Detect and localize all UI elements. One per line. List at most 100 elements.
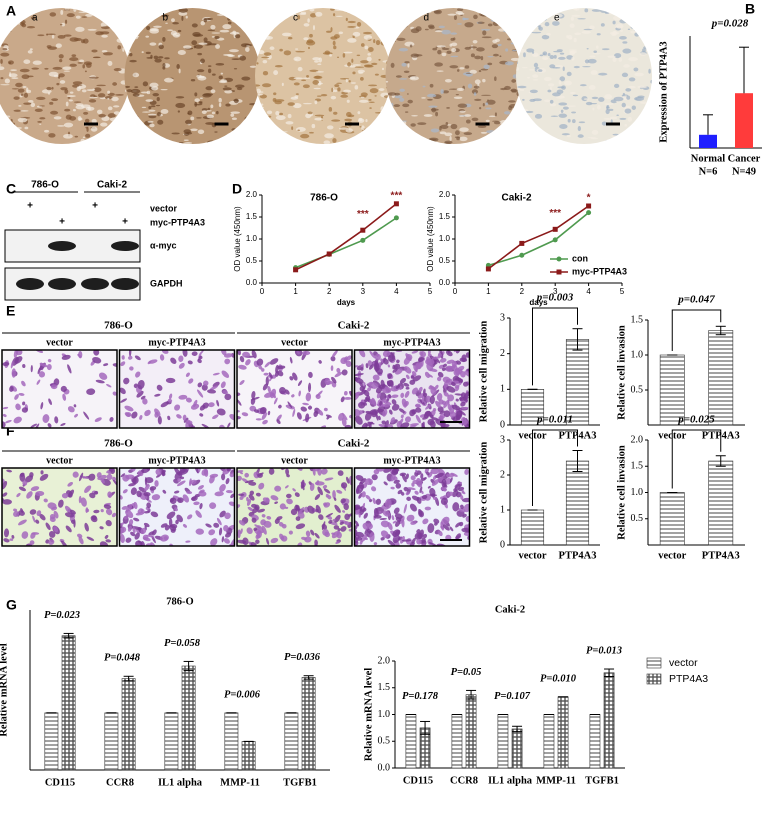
tissue-speck [426, 93, 437, 98]
tissue-speck [85, 62, 92, 68]
tissue-speck [360, 43, 365, 47]
y-tick-label: 1.0 [246, 234, 258, 243]
cell [411, 409, 417, 415]
tissue-speck [97, 93, 106, 98]
cell [108, 471, 112, 475]
x-tick-label: vector [519, 550, 547, 561]
cell [222, 390, 228, 395]
cell [455, 416, 461, 421]
marker [293, 267, 299, 273]
panel-label: B [745, 1, 755, 17]
tissue-speck [457, 103, 468, 108]
tissue-speck [263, 121, 272, 125]
cell [186, 490, 193, 495]
tissue-speck [69, 63, 77, 67]
tissue-speck [51, 86, 54, 90]
tissue-speck [571, 14, 581, 17]
tissue-speck [184, 142, 193, 144]
cell [216, 408, 226, 416]
tissue-speck [379, 137, 385, 139]
cell [404, 416, 411, 423]
tissue-speck [107, 113, 116, 118]
cell [183, 417, 189, 423]
tissue-speck [162, 66, 166, 70]
x-tick-label: 3 [553, 287, 558, 296]
tissue-speck [378, 139, 387, 144]
tissue-speck [222, 24, 232, 30]
tissue-speck [440, 89, 444, 94]
tissue-speck [314, 100, 318, 105]
tissue-speck [543, 138, 554, 144]
tissue-speck [20, 110, 29, 112]
tissue-speck [615, 23, 624, 29]
tissue-speck [585, 101, 593, 106]
cell [391, 515, 395, 521]
bar [405, 714, 417, 769]
cell [441, 479, 447, 488]
tissue-speck [648, 68, 651, 74]
significance: *** [549, 208, 561, 219]
cell [238, 493, 245, 496]
cell [363, 382, 366, 387]
y-tick-label: 1.0 [631, 349, 644, 360]
p-value: p=0.028 [711, 18, 749, 30]
cell [216, 517, 222, 526]
tissue-speck [361, 125, 365, 131]
cell [296, 412, 302, 420]
tissue-core [255, 8, 391, 144]
cell [364, 412, 372, 421]
tissue-speck [568, 49, 578, 51]
tissue-speck [194, 92, 198, 97]
cell [178, 468, 189, 475]
tissue-speck [214, 35, 220, 40]
cell [321, 521, 326, 531]
cell [414, 490, 419, 495]
tissue-speck [223, 54, 232, 56]
cell [365, 363, 369, 369]
cell [99, 541, 109, 546]
tissue-speck [275, 110, 280, 116]
marker [552, 237, 558, 243]
cell [340, 482, 348, 489]
tissue-speck [293, 82, 300, 86]
cell [5, 419, 12, 424]
cell [438, 352, 442, 357]
tissue-speck [598, 97, 605, 102]
y-tick-label: 1.5 [631, 314, 644, 325]
legend-swatch [646, 673, 662, 685]
tissue-speck [223, 136, 229, 142]
cell [393, 479, 400, 484]
panel-label: E [6, 303, 15, 319]
tissue-speck [82, 136, 86, 139]
tissue-speck [149, 42, 157, 46]
lane-plus: + [122, 217, 128, 228]
tissue-speck [508, 114, 515, 119]
cell [174, 404, 181, 411]
tissue-speck [604, 103, 615, 105]
cell [360, 367, 364, 371]
y-tick-label: 2.0 [631, 434, 644, 445]
tissue-speck [385, 124, 393, 130]
cell [418, 357, 425, 363]
cell [400, 392, 405, 398]
cell [134, 355, 141, 361]
tissue-speck [136, 10, 144, 15]
tissue-speck [399, 137, 406, 141]
tissue-speck [306, 39, 314, 44]
tissue-speck [142, 137, 148, 142]
tissue-speck [634, 96, 645, 101]
significance: *** [391, 190, 403, 201]
tissue-speck [165, 22, 168, 24]
tissue-speck [336, 82, 343, 84]
cell [461, 406, 469, 410]
tissue-speck [251, 11, 261, 13]
tissue-speck [39, 117, 46, 120]
tissue-speck [198, 101, 203, 104]
condition-label: vector [46, 337, 73, 348]
tissue-speck [529, 18, 533, 21]
tissue-speck [50, 110, 59, 115]
cell [174, 490, 180, 494]
tissue-speck [15, 82, 23, 88]
tissue-speck [256, 88, 261, 94]
tissue-speck [72, 81, 83, 85]
